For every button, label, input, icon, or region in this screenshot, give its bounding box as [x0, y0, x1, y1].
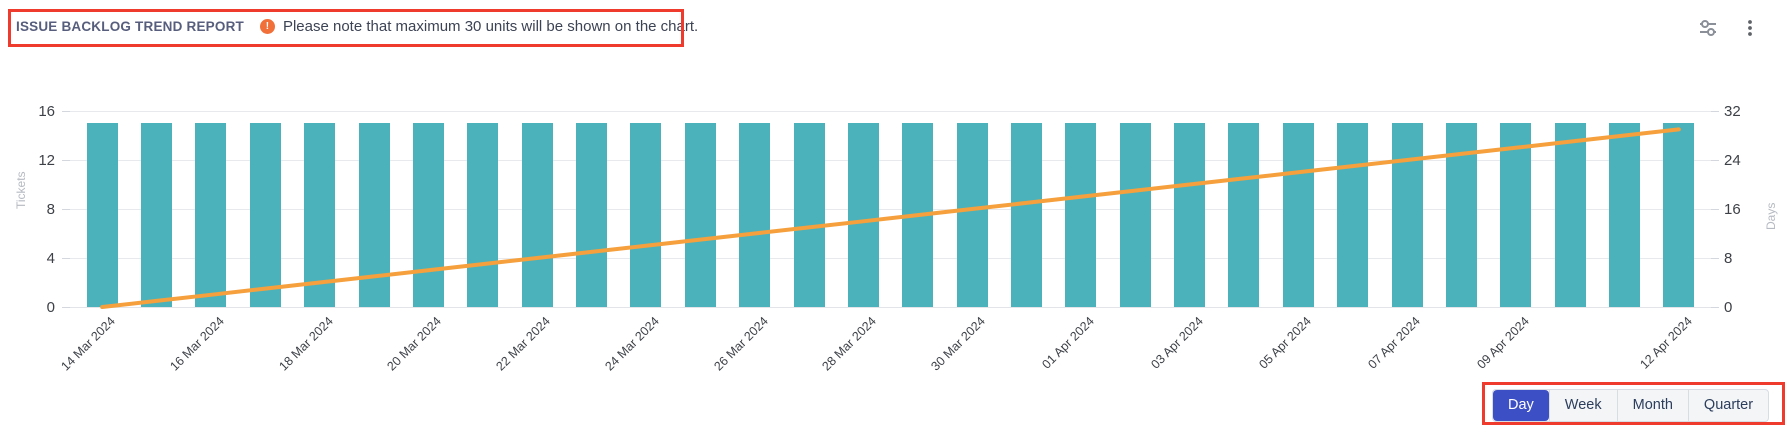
bar[interactable] [1391, 123, 1423, 308]
bar[interactable] [304, 123, 336, 308]
left-axis-title: Tickets [14, 171, 28, 209]
right-axis-tick [1711, 258, 1719, 259]
bar[interactable] [1282, 123, 1314, 308]
bar[interactable] [141, 123, 173, 308]
x-axis-tick-label: 20 Mar 2024 [384, 314, 445, 374]
right-axis-tick-label: 24 [1724, 152, 1741, 169]
x-axis-tick-label: 28 Mar 2024 [819, 314, 880, 374]
chart-settings-sliders-icon[interactable] [1696, 16, 1720, 40]
bar[interactable] [86, 123, 118, 308]
bar[interactable] [1228, 123, 1260, 308]
bar[interactable] [412, 123, 444, 308]
x-axis-tick-label: 18 Mar 2024 [275, 314, 336, 374]
bar[interactable] [1337, 123, 1369, 308]
bar[interactable] [1065, 123, 1097, 308]
left-axis-tick [62, 160, 70, 161]
period-button-day[interactable]: Day [1493, 390, 1549, 421]
bar[interactable] [739, 123, 771, 308]
page-title: ISSUE BACKLOG TREND REPORT [16, 19, 244, 34]
right-axis-tick-label: 16 [1724, 201, 1741, 218]
x-axis-tick-label: 22 Mar 2024 [493, 314, 553, 374]
x-axis-tick-label: 24 Mar 2024 [602, 314, 662, 374]
left-axis-tick-label: 0 [46, 299, 55, 316]
bar[interactable] [1010, 123, 1042, 308]
alert-icon: ! [259, 19, 275, 34]
report-header: ISSUE BACKLOG TREND REPORT ! Please note… [16, 18, 698, 35]
bar[interactable] [1445, 123, 1477, 308]
period-button-month[interactable]: Month [1616, 390, 1688, 421]
left-axis-tick-label: 16 [38, 103, 55, 120]
right-axis-tick [1711, 160, 1719, 161]
bar[interactable] [521, 123, 553, 308]
right-axis-tick [1711, 209, 1719, 210]
right-axis-title: Days [1764, 202, 1778, 230]
x-axis-tick-label: 30 Mar 2024 [928, 314, 988, 374]
left-axis-tick-label: 4 [46, 250, 55, 267]
period-button-week[interactable]: Week [1548, 390, 1617, 421]
right-axis-tick [1711, 307, 1719, 308]
period-button-quarter[interactable]: Quarter [1687, 390, 1768, 421]
gridline [62, 307, 1719, 308]
bar[interactable] [630, 123, 662, 308]
gridline [62, 111, 1719, 112]
x-axis-tick-label: 05 Apr 2024 [1256, 314, 1315, 372]
max-units-note: Please note that maximum 30 units will b… [282, 18, 699, 35]
left-axis-tick [62, 258, 70, 259]
bar[interactable] [1174, 123, 1205, 308]
x-axis-tick-label: 26 Mar 2024 [710, 314, 771, 374]
x-axis-tick-label: 16 Mar 2024 [167, 314, 227, 374]
left-axis-tick [62, 307, 70, 308]
bar[interactable] [956, 123, 988, 308]
bar[interactable] [358, 123, 390, 308]
bar[interactable] [467, 123, 499, 308]
kebab-menu-icon[interactable] [1738, 16, 1762, 40]
header-actions [1696, 16, 1762, 40]
right-axis-tick-label: 32 [1724, 103, 1741, 120]
bar[interactable] [1119, 123, 1151, 308]
bar[interactable] [847, 123, 879, 308]
bar[interactable] [1663, 123, 1695, 308]
x-axis-tick-label: 14 Mar 2024 [58, 314, 119, 374]
right-axis-tick [1711, 111, 1719, 112]
bar[interactable] [249, 123, 281, 308]
bar[interactable] [1609, 123, 1640, 308]
x-axis-tick-label: 07 Apr 2024 [1365, 314, 1423, 372]
x-axis-tick-label: 03 Apr 2024 [1147, 314, 1206, 372]
right-axis-tick-label: 0 [1724, 299, 1733, 316]
right-axis-tick-label: 8 [1724, 250, 1733, 267]
period-toggle-group: Day Week Month Quarter [1492, 389, 1770, 422]
left-axis-tick-label: 12 [38, 152, 55, 169]
bar[interactable] [1554, 123, 1586, 308]
bar[interactable] [684, 123, 716, 308]
bar[interactable] [793, 123, 825, 308]
bar[interactable] [576, 123, 607, 308]
bar[interactable] [1500, 123, 1532, 308]
bar[interactable] [195, 123, 227, 308]
x-axis-tick-label: 01 Apr 2024 [1039, 314, 1097, 372]
left-axis-tick [62, 111, 70, 112]
left-axis-tick [62, 209, 70, 210]
left-axis-tick-label: 8 [46, 201, 55, 218]
bar[interactable] [902, 123, 934, 308]
